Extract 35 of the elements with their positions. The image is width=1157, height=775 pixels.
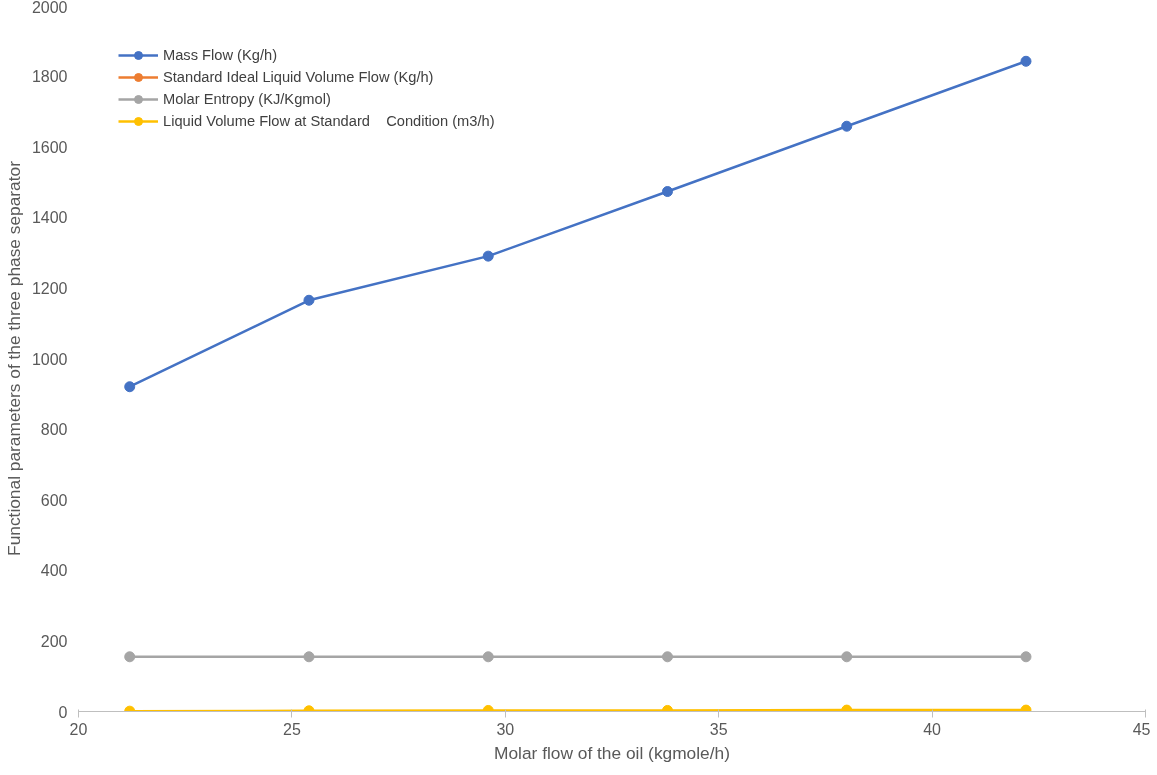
- y-tick-label: 1600: [31, 138, 68, 156]
- point: [661, 186, 673, 198]
- point: [303, 651, 315, 663]
- point: [482, 250, 494, 262]
- legend-label: Mass Flow (Kg/h): [163, 47, 278, 63]
- y-tick-label: 2000: [31, 0, 68, 16]
- y-tick-label: 0: [58, 703, 68, 721]
- x-tick-label: 45: [1132, 720, 1151, 738]
- legend-label: Liquid Volume Flow at Standard Condition (m3/h): [163, 113, 495, 129]
- point: [841, 120, 853, 132]
- y-axis-title: Functional parameters of the three phase separator: [3, 160, 24, 556]
- x-tick-label: 30: [496, 720, 515, 738]
- x-tick-label: 40: [923, 720, 942, 738]
- point: [482, 651, 494, 663]
- x-tick-label: 35: [709, 720, 728, 738]
- point: [1020, 651, 1032, 663]
- y-tick-label: 400: [40, 562, 68, 580]
- point: [1020, 55, 1032, 67]
- x-tick-label: 25: [283, 720, 301, 738]
- x-axis-title: Molar flow of the oil (kgmole/h): [494, 742, 730, 763]
- point: [124, 381, 136, 393]
- point: [303, 294, 315, 306]
- y-tick-label: 200: [40, 632, 68, 650]
- x-tick-label: 20: [69, 720, 88, 738]
- y-tick-label: 600: [40, 491, 68, 509]
- legend-label: Standard Ideal Liquid Volume Flow (Kg/h): [163, 69, 434, 85]
- point: [841, 651, 853, 663]
- y-tick-label: 1800: [31, 68, 68, 86]
- legend-label: Molar Entropy (KJ/Kgmol): [163, 91, 331, 107]
- y-tick-label: 1000: [31, 350, 68, 368]
- y-tick-label: 1400: [31, 209, 68, 227]
- point: [124, 651, 136, 663]
- point: [661, 651, 673, 663]
- y-tick-label: 800: [40, 421, 68, 439]
- y-tick-label: 1200: [31, 279, 68, 297]
